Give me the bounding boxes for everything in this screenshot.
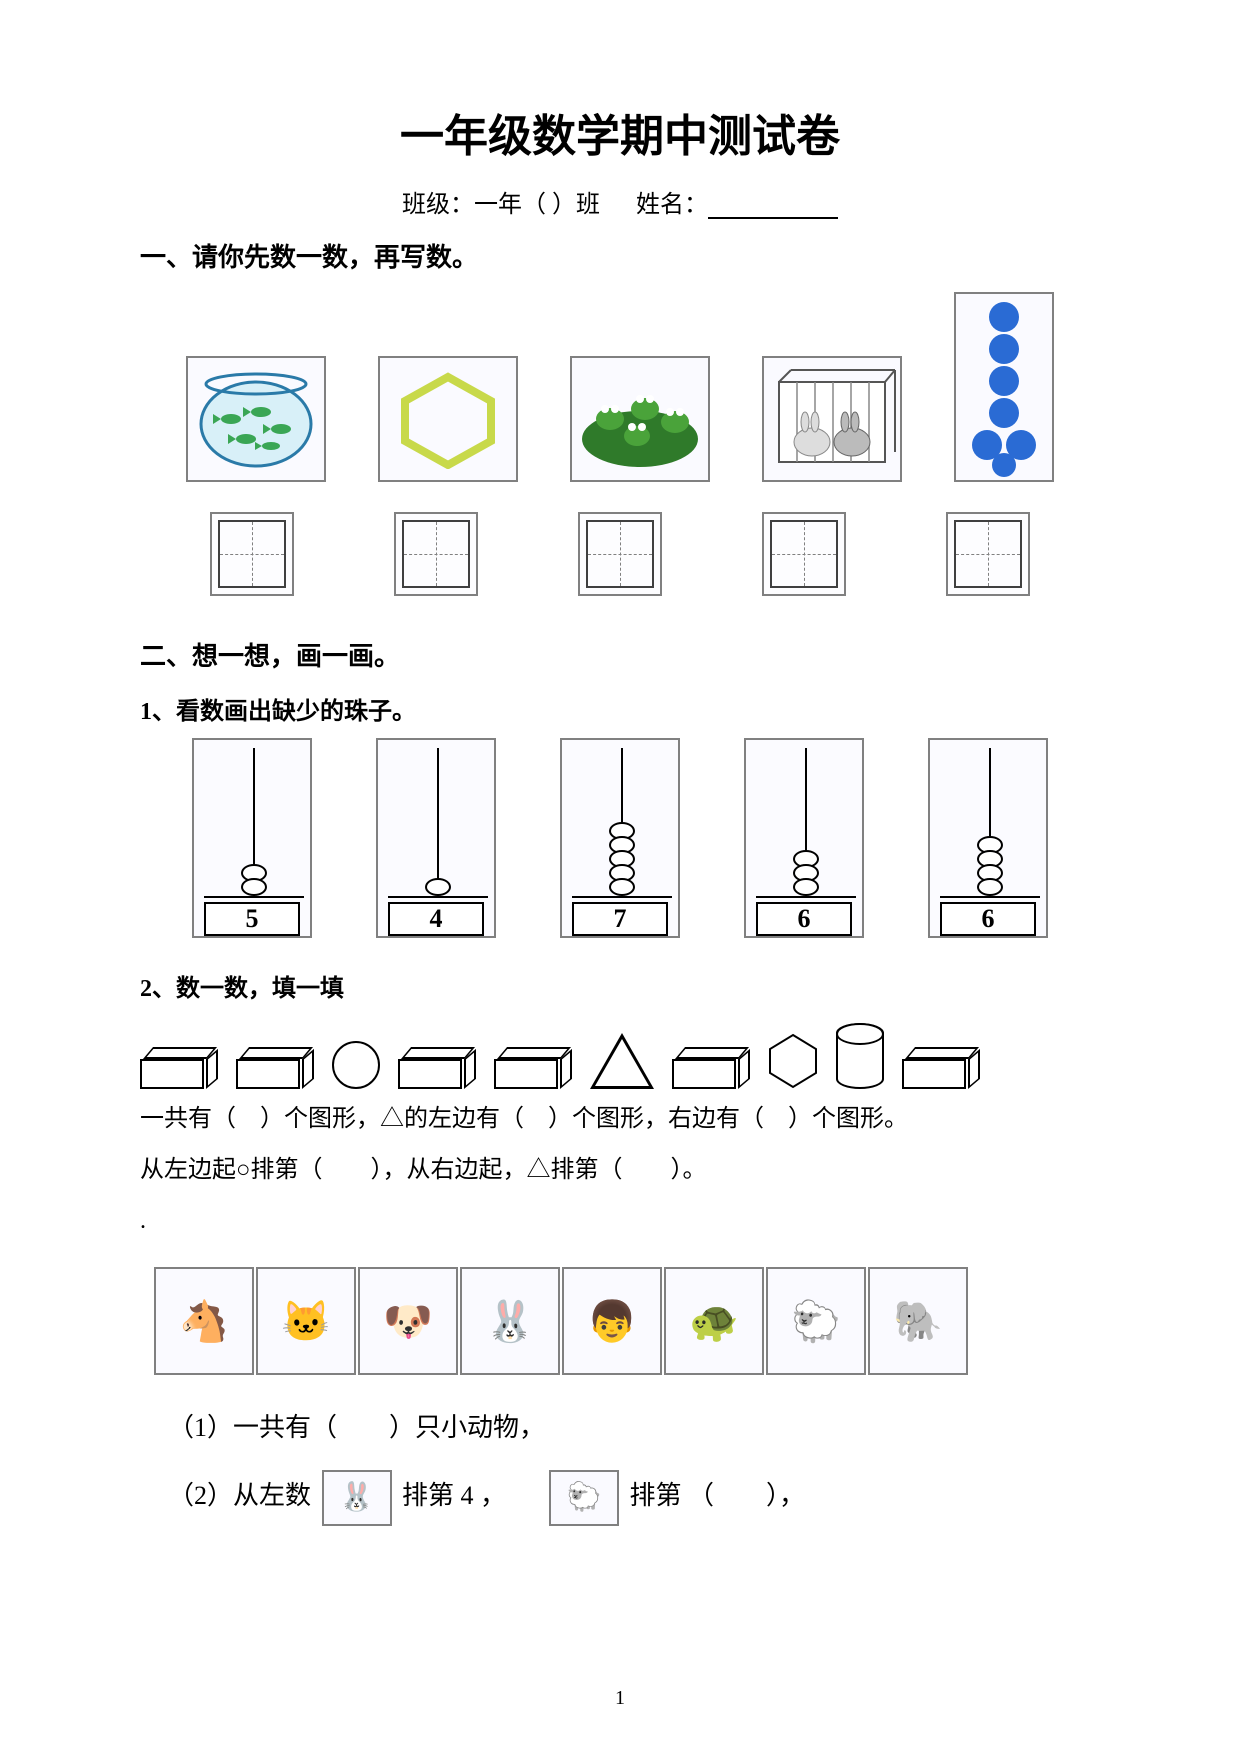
triangle-shape-icon (590, 1033, 654, 1089)
bead-icon (609, 878, 635, 896)
class-name-line: 班级：一年（ ）班 姓名： (140, 184, 1100, 219)
section1-title: 一、请你先数一数，再写数。 (140, 237, 1100, 274)
cuboid-shape-icon (140, 1047, 218, 1089)
cuboid-shape-icon (672, 1047, 750, 1089)
shapes-question-1: 一共有（ ）个图形，△的左边有（ ）个图形，右边有（ ）个图形。 (140, 1099, 1100, 1140)
answer-box-3[interactable] (578, 512, 662, 596)
abacus-label: 6 (940, 902, 1036, 936)
bead-icon (241, 878, 267, 896)
cuboid-shape-icon (398, 1047, 476, 1089)
animals-row: 🐴🐱🐶🐰👦🐢🐑🐘 (154, 1267, 1100, 1375)
cylinder-shape-icon (836, 1023, 884, 1089)
fishbowl-image (186, 356, 326, 482)
abacus-label: 5 (204, 902, 300, 936)
cuboid-shape-icon (236, 1047, 314, 1089)
inline-rabbit-icon: 🐰 (322, 1470, 392, 1526)
question-3-1: （1）一共有（ ）只小动物， (168, 1405, 1100, 1452)
count-images-row (160, 292, 1080, 482)
sheep-icon: 🐑 (766, 1267, 866, 1375)
cuboid-shape-icon (494, 1047, 572, 1089)
dog-icon: 🐶 (358, 1267, 458, 1375)
abacus-label: 4 (388, 902, 484, 936)
sub-2-2: 2、数一数，填一填 (140, 968, 1100, 1003)
shapes-row (140, 1023, 1100, 1089)
abacus-5[interactable]: 6 (928, 738, 1048, 938)
abacus-2[interactable]: 4 (376, 738, 496, 938)
class-prefix: 班级：一年（ (402, 192, 546, 218)
sub-2-1: 1、看数画出缺少的珠子。 (140, 691, 1100, 726)
bead-icon (793, 878, 819, 896)
abacus-row: 5 4 7 6 6 (160, 738, 1080, 938)
horse-icon: 🐴 (154, 1267, 254, 1375)
bead-icon (425, 878, 451, 896)
name-blank[interactable] (708, 217, 838, 219)
bead-icon (977, 878, 1003, 896)
answer-boxes-row (160, 512, 1080, 596)
rabbits-cage-image (762, 356, 902, 482)
abacus-1[interactable]: 5 (192, 738, 312, 938)
dots-image (954, 292, 1054, 482)
dot-marker: . (140, 1201, 1100, 1242)
answer-box-2[interactable] (394, 512, 478, 596)
hexagon-image (378, 356, 518, 482)
abacus-3[interactable]: 7 (560, 738, 680, 938)
turtle-icon: 🐢 (664, 1267, 764, 1375)
answer-box-4[interactable] (762, 512, 846, 596)
q3-2-b: 排第 4 ， (402, 1481, 506, 1510)
circle-shape-icon (332, 1041, 380, 1089)
class-suffix: ）班 (552, 192, 600, 218)
cuboid-shape-icon (902, 1047, 980, 1089)
shapes-question-2: 从左边起○排第（ ），从右边起，△排第（ ）。 (140, 1150, 1100, 1191)
section2-title: 二、想一想，画一画。 (140, 636, 1100, 673)
elephant-icon: 🐘 (868, 1267, 968, 1375)
rabbit-icon: 🐰 (460, 1267, 560, 1375)
abacus-4[interactable]: 6 (744, 738, 864, 938)
inline-sheep-icon: 🐑 (549, 1470, 619, 1526)
page-title: 一年级数学期中测试卷 (140, 100, 1100, 164)
abacus-label: 7 (572, 902, 668, 936)
answer-box-5[interactable] (946, 512, 1030, 596)
abacus-label: 6 (756, 902, 852, 936)
name-label: 姓名： (636, 192, 708, 218)
person-icon: 👦 (562, 1267, 662, 1375)
frogs-image (570, 356, 710, 482)
answer-box-1[interactable] (210, 512, 294, 596)
page-number: 1 (0, 1687, 1240, 1710)
q3-2-c: 排第 （ ）， (630, 1481, 806, 1510)
cat-icon: 🐱 (256, 1267, 356, 1375)
question-3-2: （2）从左数 🐰 排第 4 ， 🐑 排第 （ ）， (168, 1470, 1100, 1526)
hexagon-shape-icon (768, 1033, 818, 1089)
q3-2-a: （2）从左数 (168, 1481, 311, 1510)
